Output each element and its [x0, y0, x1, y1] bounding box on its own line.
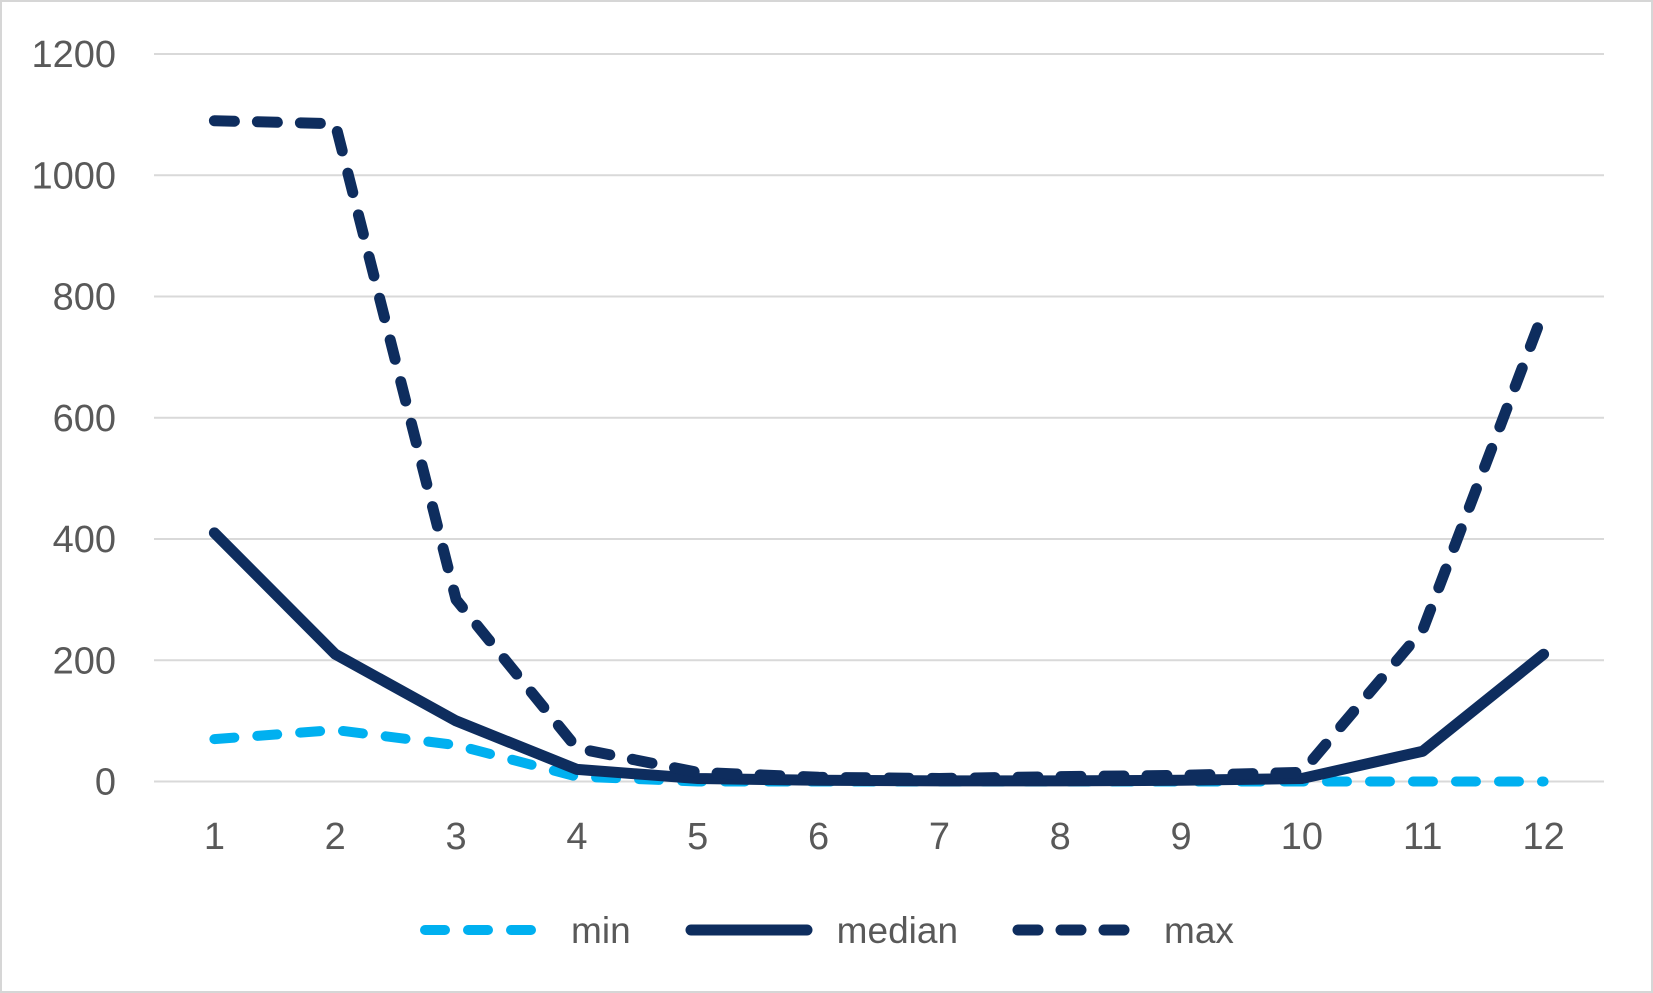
y-axis-tick-label-1000: 1000 — [31, 155, 116, 197]
y-axis-tick-label-600: 600 — [53, 398, 116, 440]
x-axis-tick-label-11: 11 — [1403, 816, 1442, 858]
legend-item-min: min — [419, 912, 631, 949]
legend-label-max: max — [1164, 909, 1234, 951]
median-solid-swatch-icon — [685, 924, 813, 936]
y-axis-tick-label-200: 200 — [53, 640, 116, 682]
x-axis-tick-label-9: 9 — [1171, 816, 1192, 858]
x-axis-tick-label-8: 8 — [1050, 816, 1071, 858]
x-axis-tick-label-6: 6 — [808, 816, 829, 858]
x-axis-tick-label-3: 3 — [446, 816, 467, 858]
series-line-median — [208, 527, 1550, 787]
x-axis-tick-label-12: 12 — [1522, 816, 1564, 858]
y-axis-tick-label-0: 0 — [95, 762, 116, 804]
series-line-max — [208, 115, 1550, 784]
x-axis-tick-label-5: 5 — [687, 816, 708, 858]
x-axis-tick-label-1: 1 — [204, 816, 225, 858]
y-axis-tick-label-800: 800 — [53, 277, 116, 319]
y-axis-tick-label-1200: 1200 — [31, 34, 116, 76]
x-axis-tick-label-7: 7 — [929, 816, 950, 858]
x-axis-tick-label-2: 2 — [325, 816, 346, 858]
max-dashed-swatch-icon — [1012, 924, 1140, 936]
x-axis-tick-label-10: 10 — [1281, 816, 1323, 858]
y-axis-tick-label-400: 400 — [53, 519, 116, 561]
chart-legend: min median max — [2, 905, 1651, 955]
legend-label-median: median — [836, 909, 959, 951]
series-line-min — [209, 725, 1549, 787]
legend-item-median: median — [685, 912, 958, 949]
legend-label-min: min — [571, 909, 631, 951]
min-dashed-swatch-icon — [420, 925, 547, 935]
x-axis-tick-label-4: 4 — [566, 816, 587, 858]
legend-item-max: max — [1012, 912, 1234, 949]
